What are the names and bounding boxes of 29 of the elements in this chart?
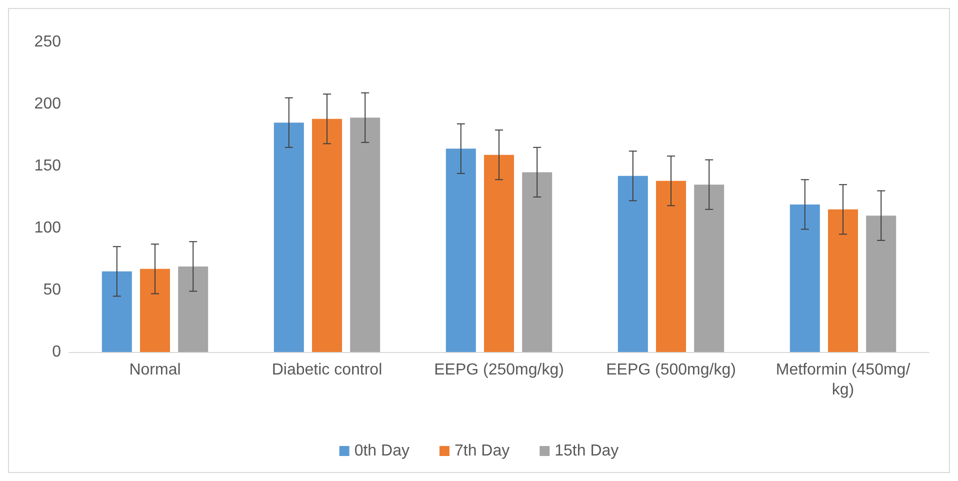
legend-label: 15th Day <box>554 442 619 460</box>
bar <box>274 122 304 352</box>
bar <box>790 204 820 352</box>
bar <box>522 172 552 352</box>
x-tick-label: Metformin (450mg/kg) <box>776 362 911 398</box>
y-tick-label: 150 <box>34 158 62 174</box>
bar <box>694 184 724 352</box>
bar <box>312 118 342 352</box>
y-tick-label: 50 <box>43 282 62 298</box>
bar <box>866 216 896 352</box>
bar <box>102 271 132 352</box>
legend-label: 7th Day <box>454 442 510 460</box>
y-tick-label: 200 <box>34 96 62 112</box>
x-tick-label: EEPG (250mg/kg) <box>434 362 564 378</box>
y-tick-label: 100 <box>34 220 62 236</box>
bar <box>656 180 686 352</box>
bar <box>140 268 170 352</box>
x-tick-label: Diabetic control <box>272 362 382 378</box>
legend-label: 0th Day <box>354 442 410 460</box>
bar <box>484 154 514 352</box>
y-tick-label: 250 <box>34 34 62 50</box>
bar <box>178 266 208 352</box>
bar <box>828 209 858 352</box>
x-tick-label: EEPG (500mg/kg) <box>606 362 736 378</box>
y-tick-label: 0 <box>52 344 62 360</box>
x-tick-label: Normal <box>129 362 181 378</box>
bar <box>618 176 648 352</box>
bar <box>350 118 380 352</box>
bar <box>446 148 476 352</box>
